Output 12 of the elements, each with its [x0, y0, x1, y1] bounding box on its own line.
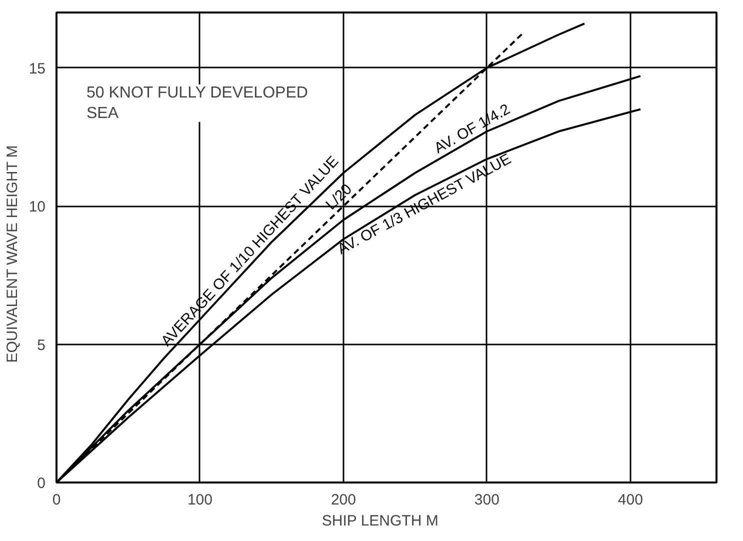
x-axis-title: SHIP LENGTH M	[322, 512, 438, 530]
x-tick-label: 200	[330, 492, 356, 508]
y-axis-title: EQUIVALENT WAVE HEIGHT M	[4, 145, 21, 363]
x-tick-label: 100	[187, 492, 212, 508]
y-tick-label: 10	[28, 198, 46, 216]
x-tick-label: 0	[52, 492, 61, 508]
x-tick-label: 400	[618, 492, 643, 508]
x-tick-label: 300	[474, 492, 500, 508]
y-tick-label: 5	[37, 336, 46, 354]
annotation: 50 KNOT FULLY DEVELOPED SEA	[86, 84, 308, 122]
y-tick-label: 0	[37, 475, 46, 492]
y-tick-label: 15	[28, 60, 46, 78]
